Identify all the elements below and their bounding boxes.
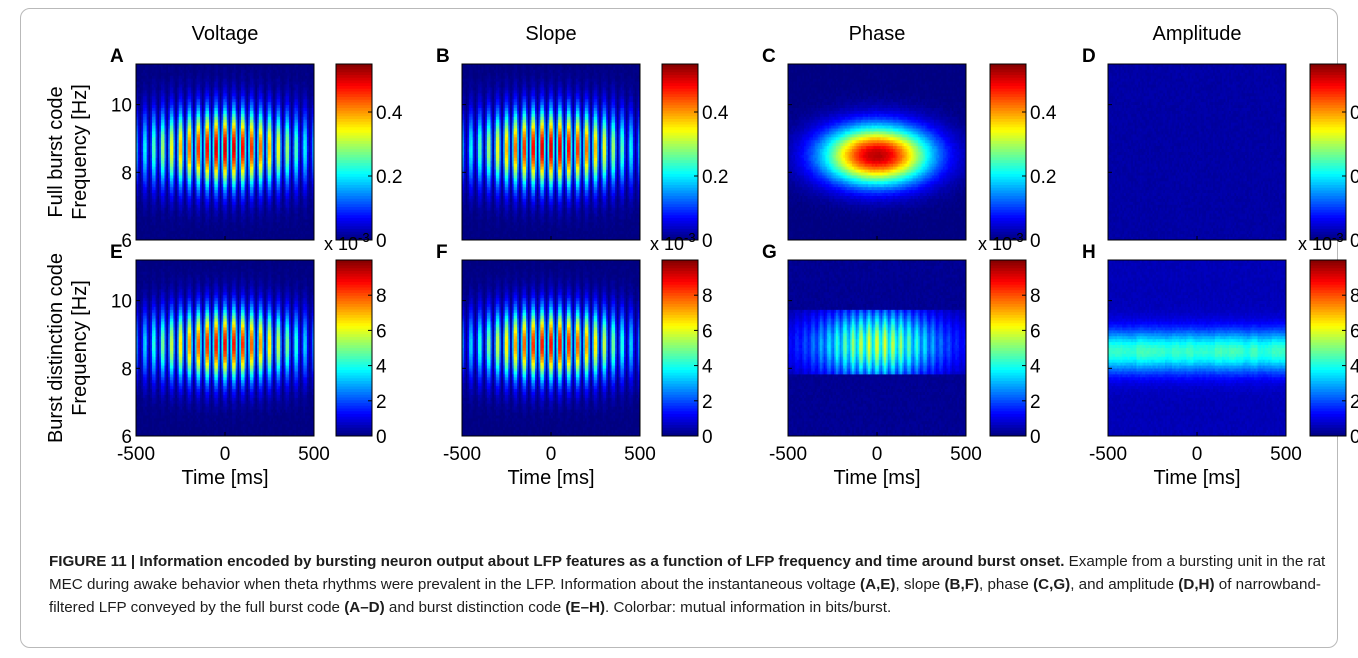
figure-panels: A681000.20.4B00.20.4C00.20.4D00.20.4E681… <box>0 0 1358 540</box>
heatmap-panel-a <box>136 64 314 240</box>
